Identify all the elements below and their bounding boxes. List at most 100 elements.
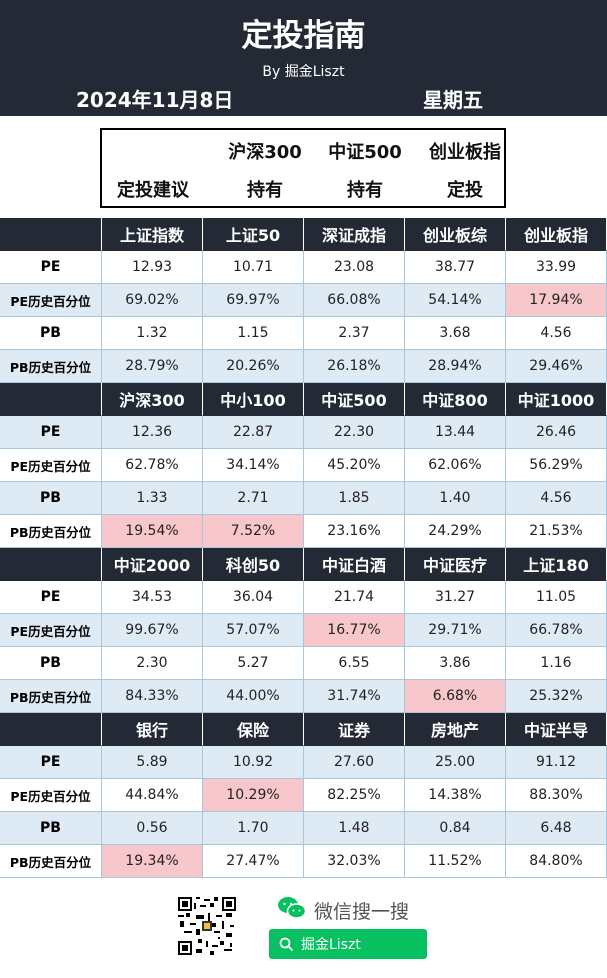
wechat-icon [278, 897, 307, 919]
metric-row: PB历史百分位 84.33% 44.00% 31.74% 6.68% 25.32% [0, 680, 607, 713]
value-cell: 6.48 [506, 812, 607, 845]
value-cell: 88.30% [506, 779, 607, 812]
metric-row: PE 12.36 22.87 22.30 13.44 26.46 [0, 416, 607, 449]
value-cell: 38.77 [405, 251, 506, 284]
value-cell: 4.56 [506, 482, 607, 515]
qr-code-icon[interactable] [178, 897, 236, 955]
value-cell: 16.77% [304, 614, 405, 647]
metric-row: PE历史百分位 99.67% 57.07% 16.77% 29.71% 66.78% [0, 614, 607, 647]
value-cell: 82.25% [304, 779, 405, 812]
value-cell: 34.53 [102, 581, 203, 614]
advice-index-hs300: 沪深300 [228, 142, 302, 163]
metric-row: PE历史百分位 44.84% 10.29% 82.25% 14.38% 88.30% [0, 779, 607, 812]
value-cell: 2.37 [304, 317, 405, 350]
index-name-header: 上证指数 [102, 218, 203, 251]
metric-row: PB历史百分位 19.34% 27.47% 32.03% 11.52% 84.80% [0, 845, 607, 878]
value-cell: 45.20% [304, 449, 405, 482]
value-cell: 1.33 [102, 482, 203, 515]
metric-row: PB历史百分位 19.54% 7.52% 23.16% 24.29% 21.53% [0, 515, 607, 548]
metric-label: PE [0, 581, 102, 614]
value-cell: 3.86 [405, 647, 506, 680]
index-name-header: 中证1000 [506, 383, 607, 416]
byline: By 掘金Liszt [262, 64, 345, 80]
value-cell: 36.04 [203, 581, 304, 614]
header-blank-cell [0, 548, 102, 581]
index-name-header: 中小100 [203, 383, 304, 416]
metric-row: PB 2.30 5.27 6.55 3.86 1.16 [0, 647, 607, 680]
metric-label: PB历史百分位 [0, 350, 102, 383]
value-cell: 24.29% [405, 515, 506, 548]
value-cell: 13.44 [405, 416, 506, 449]
value-cell: 12.36 [102, 416, 203, 449]
value-cell: 1.48 [304, 812, 405, 845]
section-header-row: 沪深300 中小100 中证500 中证800 中证1000 [0, 383, 607, 416]
value-cell: 28.94% [405, 350, 506, 383]
metric-label: PB [0, 812, 102, 845]
value-cell: 0.56 [102, 812, 203, 845]
value-cell: 5.27 [203, 647, 304, 680]
metric-label: PE [0, 416, 102, 449]
metric-label: PE历史百分位 [0, 779, 102, 812]
index-name-header: 房地产 [405, 713, 506, 746]
metric-row: PB 1.33 2.71 1.85 1.40 4.56 [0, 482, 607, 515]
value-cell: 6.55 [304, 647, 405, 680]
value-cell: 84.80% [506, 845, 607, 878]
value-cell: 62.06% [405, 449, 506, 482]
value-cell: 4.56 [506, 317, 607, 350]
value-cell: 25.32% [506, 680, 607, 713]
metric-label: PB [0, 647, 102, 680]
value-cell: 1.16 [506, 647, 607, 680]
value-cell: 31.74% [304, 680, 405, 713]
value-cell: 10.29% [203, 779, 304, 812]
metric-row: PB 1.32 1.15 2.37 3.68 4.56 [0, 317, 607, 350]
value-cell: 69.02% [102, 284, 203, 317]
index-name-header: 上证180 [506, 548, 607, 581]
metric-row: PE 34.53 36.04 21.74 31.27 11.05 [0, 581, 607, 614]
value-cell: 69.97% [203, 284, 304, 317]
advice-box: 沪深300 中证500 创业板指 定投建议 持有 持有 定投 [100, 128, 506, 208]
index-name-header: 中证白酒 [304, 548, 405, 581]
value-cell: 27.60 [304, 746, 405, 779]
index-name-header: 科创50 [203, 548, 304, 581]
value-cell: 26.46 [506, 416, 607, 449]
value-cell: 11.52% [405, 845, 506, 878]
advice-action-cybz: 定投 [447, 180, 483, 201]
search-icon [279, 937, 293, 951]
metric-label: PE历史百分位 [0, 449, 102, 482]
value-cell: 28.79% [102, 350, 203, 383]
value-cell: 1.15 [203, 317, 304, 350]
value-cell: 99.67% [102, 614, 203, 647]
index-name-header: 中证2000 [102, 548, 203, 581]
value-cell: 1.32 [102, 317, 203, 350]
value-cell: 0.84 [405, 812, 506, 845]
index-name-header: 证券 [304, 713, 405, 746]
value-cell: 21.53% [506, 515, 607, 548]
value-cell: 26.18% [304, 350, 405, 383]
value-cell: 1.70 [203, 812, 304, 845]
section-header-row: 银行 保险 证券 房地产 中证半导 [0, 713, 607, 746]
metric-row: PE历史百分位 62.78% 34.14% 45.20% 62.06% 56.29% [0, 449, 607, 482]
index-name-header: 深证成指 [304, 218, 405, 251]
wechat-search-button[interactable]: 掘金Liszt [269, 929, 427, 959]
page-title: 定投指南 [241, 18, 366, 54]
advice-action-hs300: 持有 [247, 180, 283, 201]
value-cell: 22.30 [304, 416, 405, 449]
value-cell: 21.74 [304, 581, 405, 614]
value-cell: 31.27 [405, 581, 506, 614]
metric-row: PE 5.89 10.92 27.60 25.00 91.12 [0, 746, 607, 779]
value-cell: 23.16% [304, 515, 405, 548]
value-cell: 1.85 [304, 482, 405, 515]
index-name-header: 上证50 [203, 218, 304, 251]
index-name-header: 中证500 [304, 383, 405, 416]
value-cell: 17.94% [506, 284, 607, 317]
weekday-text: 星期五 [423, 88, 483, 112]
index-name-header: 中证半导 [506, 713, 607, 746]
search-button-text: 掘金Liszt [301, 937, 361, 953]
value-cell: 27.47% [203, 845, 304, 878]
value-cell: 22.87 [203, 416, 304, 449]
section-header-row: 上证指数 上证50 深证成指 创业板综 创业板指 [0, 218, 607, 251]
index-name-header: 保险 [203, 713, 304, 746]
value-cell: 44.00% [203, 680, 304, 713]
metric-label: PE [0, 251, 102, 284]
value-cell: 57.07% [203, 614, 304, 647]
